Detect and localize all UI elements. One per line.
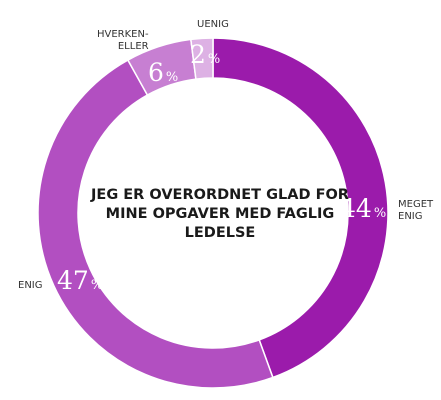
category-label-enig-line: ENIG bbox=[18, 280, 43, 291]
value-label-meget-enig-percent: % bbox=[373, 206, 387, 221]
value-label-hverken-eller-number: 6 bbox=[148, 58, 164, 87]
value-label-uenig-number: 2 bbox=[190, 40, 206, 69]
value-label-hverken-eller-percent: % bbox=[165, 70, 179, 85]
value-label-enig-percent: % bbox=[90, 278, 104, 293]
value-label-meget-enig-number: 44 bbox=[340, 194, 372, 223]
value-label-hverken-eller: 6% bbox=[148, 58, 178, 87]
category-label-meget-enig-line-2: ENIG bbox=[398, 211, 423, 222]
category-label-enig: ENIG bbox=[18, 280, 43, 292]
category-label-meget-enig-line-1: MEGET bbox=[398, 199, 434, 210]
value-label-enig: 47% bbox=[57, 266, 103, 295]
value-label-uenig: 2% bbox=[190, 40, 220, 69]
slice-enig bbox=[37, 59, 274, 389]
category-label-hverken-eller: HVERKEN- ELLER bbox=[97, 29, 149, 53]
slice-meget-enig bbox=[212, 37, 389, 379]
value-label-enig-number: 47 bbox=[57, 266, 89, 295]
category-label-meget-enig: MEGET ENIG bbox=[398, 199, 433, 223]
category-label-hverken-eller-line-1: HVERKEN- bbox=[97, 29, 149, 40]
chart-title-line-3: LEDELSE bbox=[184, 225, 256, 241]
chart-title: JEG ER OVERORDNET GLAD FOR MINE OPGAVER … bbox=[90, 186, 350, 243]
slice-uenig bbox=[190, 37, 214, 80]
chart-title-line-2: MINE OPGAVER MED FAGLIG bbox=[105, 206, 335, 222]
category-label-hverken-eller-line-2: ELLER bbox=[117, 41, 149, 52]
category-label-uenig-line: UENIG bbox=[197, 19, 229, 30]
value-label-meget-enig: 44% bbox=[340, 194, 386, 223]
chart-title-line-1: JEG ER OVERORDNET GLAD FOR bbox=[91, 187, 349, 203]
value-label-uenig-percent: % bbox=[207, 52, 221, 67]
category-label-uenig: UENIG bbox=[197, 19, 229, 31]
